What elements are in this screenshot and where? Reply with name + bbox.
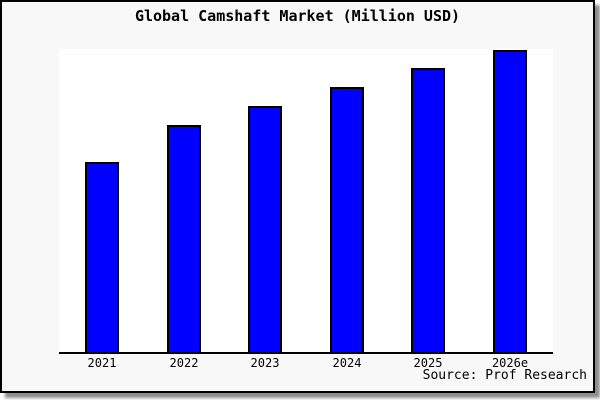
x-tick-label-2022: 2022	[169, 356, 199, 370]
bar-2022	[167, 125, 201, 352]
x-tick-label-2026e: 2026e	[491, 356, 529, 370]
x-tick-label-2024: 2024	[332, 356, 362, 370]
source-note: Source: Prof Research	[422, 368, 587, 383]
x-tick-label-2021: 2021	[87, 356, 117, 370]
chart-figure: Global Camshaft Market (Million USD) 202…	[0, 0, 595, 393]
bar-2024	[330, 87, 364, 352]
x-tick-label-2025: 2025	[413, 356, 443, 370]
bar-2026e	[493, 50, 527, 352]
x-tick-label-2023: 2023	[250, 356, 280, 370]
chart-title: Global Camshaft Market (Million USD)	[134, 7, 461, 25]
bar-2023	[248, 106, 282, 352]
bar-2021	[85, 162, 119, 352]
plot-area	[59, 49, 553, 354]
bar-2025	[411, 68, 445, 352]
